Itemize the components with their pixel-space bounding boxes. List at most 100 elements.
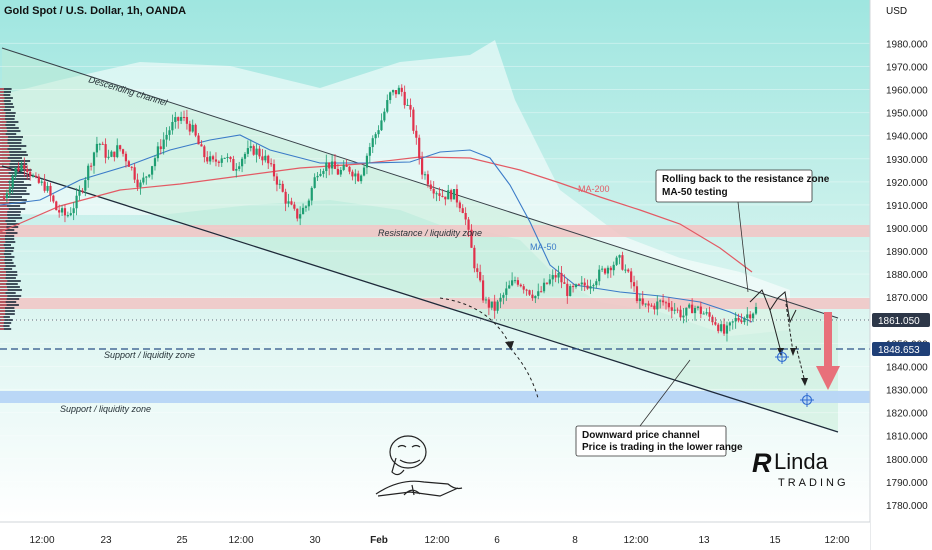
candle-body [110, 151, 113, 157]
candle-body [493, 301, 496, 311]
volume-profile-bar-sell [0, 286, 7, 288]
candle-body [647, 303, 650, 306]
candle-body [336, 168, 339, 175]
volume-profile-bar [0, 145, 27, 147]
candle-body [278, 183, 281, 185]
candle-body [69, 213, 72, 216]
price-tick-label: 1960.000 [886, 86, 928, 97]
candle-body [14, 167, 17, 176]
candle-body [226, 156, 229, 158]
volume-profile-bar-sell [0, 241, 6, 243]
projection-arrow-3 [795, 345, 806, 383]
volume-profile-bar [0, 256, 15, 258]
volume-profile-bar [0, 160, 31, 162]
candle-body [150, 166, 154, 175]
price-axis[interactable] [870, 0, 932, 550]
resistance-zone-label: Resistance / liquidity zone [378, 228, 482, 238]
candle-body [702, 313, 705, 315]
candle-body [441, 195, 444, 197]
candle-body [737, 317, 740, 321]
volume-profile-bar-sell [0, 91, 4, 93]
candle-body [653, 305, 656, 310]
candle-body [156, 146, 159, 159]
volume-profile-bar-sell [0, 145, 10, 147]
candle-body [583, 282, 586, 286]
candle-body [43, 181, 46, 191]
volume-profile-bar-sell [0, 247, 5, 249]
candle-body [345, 165, 348, 167]
candle-body [264, 155, 267, 161]
candle-body [328, 162, 331, 169]
volume-profile-bar-sell [0, 253, 4, 255]
volume-profile-bar [0, 97, 13, 99]
volume-profile-bar-sell [0, 154, 10, 156]
candle-body [348, 166, 351, 172]
volume-profile-bar [0, 316, 10, 318]
volume-profile-bar [0, 277, 16, 279]
channel-upper-line [1, 47, 839, 319]
candle-body [746, 314, 749, 318]
time-axis[interactable] [0, 522, 870, 550]
volume-profile-bar [0, 283, 18, 285]
candle-body [740, 320, 743, 323]
candle-body [586, 285, 589, 289]
candlesticks [2, 84, 758, 342]
candle-body [435, 193, 438, 195]
volume-profile-bar [0, 292, 16, 294]
volume-profile-bar [0, 307, 15, 309]
candle-body [632, 282, 636, 287]
candle-body [29, 171, 32, 177]
candle-body [267, 155, 270, 164]
candle-body [17, 167, 20, 171]
candle-body [153, 158, 157, 167]
candle-body [124, 153, 128, 162]
candle-body [409, 104, 412, 110]
price-tick-label: 1920.000 [886, 178, 928, 189]
candle-body [679, 309, 682, 318]
candle-body [574, 284, 578, 288]
candle-body [162, 139, 165, 150]
ma-50-line [0, 134, 753, 323]
volume-profile-bar [0, 190, 27, 192]
volume-profile-bar [0, 148, 22, 150]
candle-body [720, 324, 723, 332]
candle-body [598, 269, 601, 282]
candle-body [293, 204, 296, 209]
candle-body [185, 117, 189, 124]
target-icon [800, 393, 814, 407]
callout-resistance-pointer [737, 201, 749, 293]
volume-profile-bar-sell [0, 238, 5, 240]
candle-body [261, 156, 264, 161]
volume-profile-bar [0, 112, 16, 114]
candle-body [659, 300, 662, 302]
candle-body [2, 197, 6, 199]
candle-body [513, 280, 517, 282]
candle-body [397, 87, 400, 95]
volume-profile-bar [0, 244, 11, 246]
volume-profile-bar [0, 325, 10, 327]
candle-body [450, 190, 453, 200]
candle-body [749, 314, 752, 319]
candle-body [342, 165, 345, 170]
candle-body [519, 284, 522, 287]
candle-body [624, 269, 627, 271]
candle-body [310, 187, 313, 201]
candle-body [360, 175, 363, 182]
volume-profile-bar-sell [0, 289, 8, 291]
volume-profile-bar [0, 211, 21, 213]
volume-profile-bar [0, 103, 13, 105]
volume-profile-bar [0, 115, 15, 117]
candle-body [693, 307, 697, 314]
volume-profile-bar [0, 199, 27, 201]
candle-body [333, 161, 337, 169]
candle-body [656, 301, 659, 310]
candle-body [548, 279, 551, 284]
volume-profile-bar-sell [0, 190, 10, 192]
volume-profile-bar [0, 127, 19, 129]
candle-body [461, 208, 464, 213]
volume-profile-bar-sell [0, 124, 6, 126]
candle-body [58, 210, 61, 213]
volume-profile-bar-sell [0, 226, 7, 228]
volume-profile-bar-sell [0, 328, 4, 330]
